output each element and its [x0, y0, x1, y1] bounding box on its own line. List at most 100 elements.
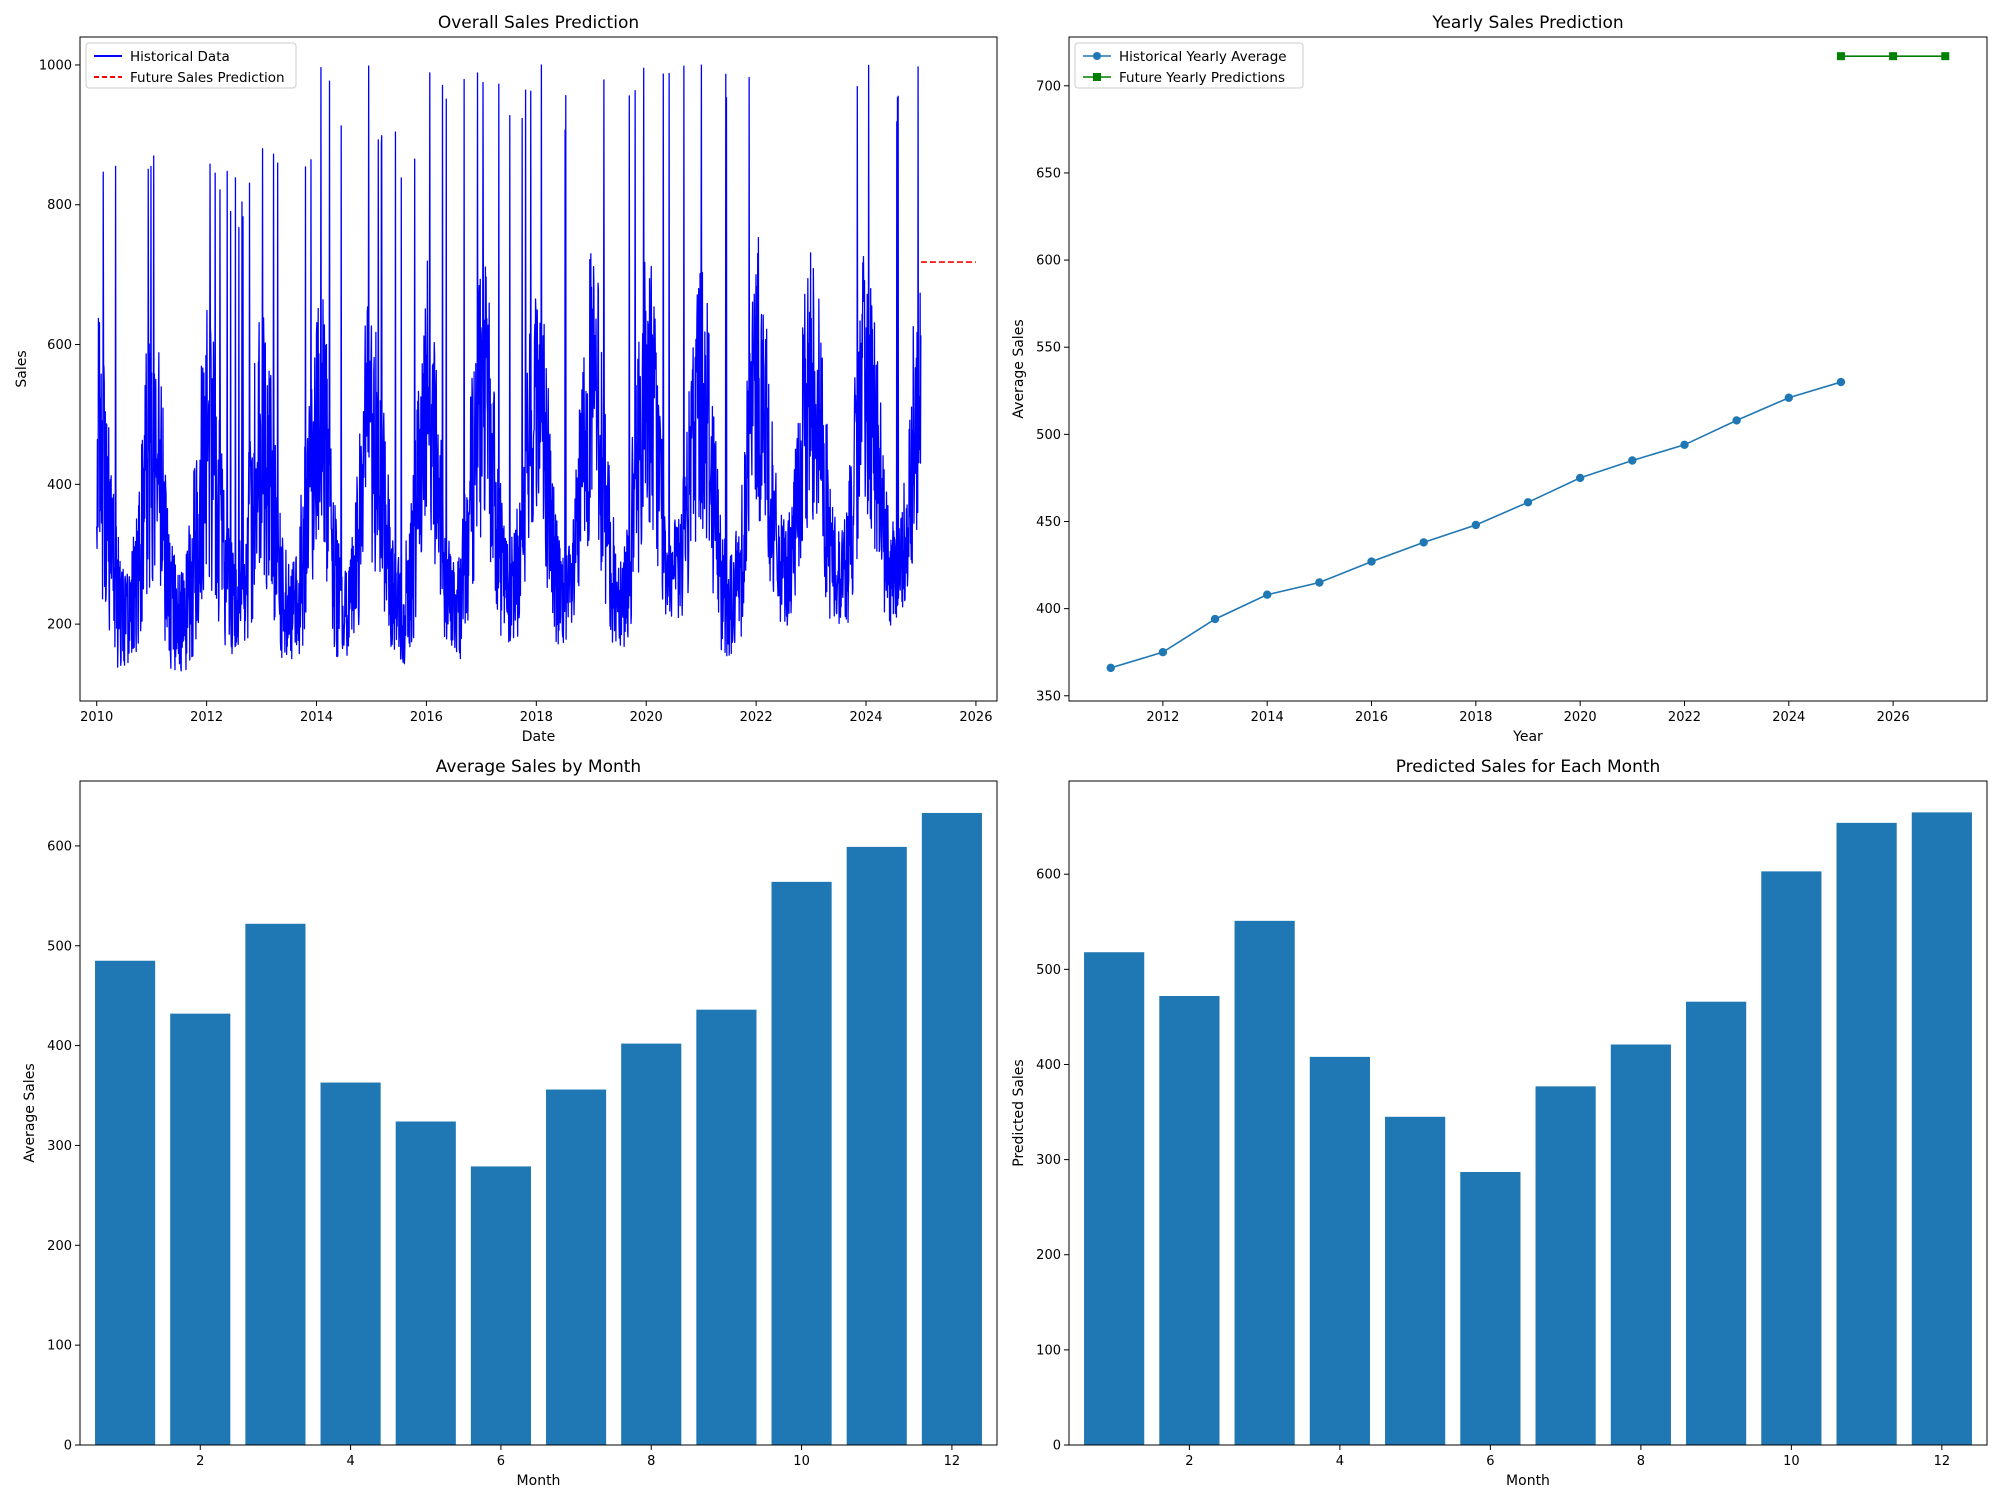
- x-tick-label: 2022: [740, 710, 773, 725]
- x-tick-label: 10: [1783, 1454, 1800, 1469]
- y-tick-label: 600: [47, 839, 72, 854]
- y-tick-label: 350: [1036, 689, 1061, 704]
- y-tick-label: 300: [1036, 1153, 1061, 1168]
- legend-marker-historical: [1093, 52, 1101, 60]
- legend-marker-future: [1093, 73, 1101, 81]
- historical-yearly-point: [1680, 440, 1689, 450]
- y-tick-label: 600: [47, 338, 72, 353]
- x-tick-label: 2024: [849, 710, 882, 725]
- y-axis-label: Average Sales: [22, 1063, 38, 1162]
- y-tick-label: 100: [47, 1339, 72, 1354]
- historical-yearly-point: [1836, 377, 1846, 387]
- historical-yearly-point: [1523, 498, 1533, 507]
- x-tick-label: 4: [1336, 1454, 1344, 1469]
- y-tick-label: 1000: [39, 58, 72, 73]
- x-tick-label: 2: [196, 1454, 204, 1469]
- x-tick-label: 2020: [630, 710, 663, 725]
- y-axis-label: Average Sales: [1011, 319, 1027, 418]
- historical-yearly-point: [1628, 456, 1637, 465]
- x-tick-label: 6: [497, 1454, 505, 1469]
- legend: Historical Yearly Average Future Yearly P…: [1074, 42, 1304, 89]
- x-tick-label: 12: [944, 1454, 961, 1469]
- historical-yearly-point: [1575, 473, 1585, 483]
- bar-month-9: [1686, 1001, 1747, 1445]
- bar-month-3: [1234, 920, 1295, 1445]
- chart-title: Yearly Sales Prediction: [1431, 13, 1623, 33]
- bar-month-7: [1535, 1086, 1596, 1445]
- y-tick-label: 200: [47, 1239, 72, 1254]
- y-tick-label: 500: [1036, 428, 1061, 443]
- x-tick-label: 2014: [300, 710, 333, 725]
- axes-frame: [1068, 780, 1988, 1446]
- x-axis-label: Year: [1512, 729, 1543, 745]
- bar-month-8: [621, 1043, 682, 1445]
- x-tick-label: 2018: [1459, 710, 1492, 725]
- historical-yearly-point: [1784, 393, 1793, 402]
- overall-sales-chart: 2010 2012 2014 2016 2018 2020 2022 2024 2026 200 4…: [14, 13, 998, 745]
- x-tick-label: 12: [1934, 1454, 1951, 1469]
- y-tick-label: 600: [1036, 254, 1061, 269]
- historical-yearly-point: [1106, 663, 1115, 673]
- axes-frame: [79, 36, 998, 702]
- y-tick-label: 550: [1036, 341, 1061, 356]
- legend-label-future: Future Yearly Predictions: [1119, 70, 1285, 86]
- historical-data-series: [96, 64, 922, 672]
- x-tick-label: 2018: [520, 710, 553, 725]
- y-tick-label: 400: [47, 478, 72, 493]
- legend-label-future: Future Sales Prediction: [130, 70, 285, 86]
- historical-yearly-point: [1419, 538, 1428, 547]
- x-tick-label: 2016: [1355, 710, 1388, 725]
- bar-month-2: [1159, 995, 1220, 1445]
- chart-title: Average Sales by Month: [436, 757, 641, 777]
- historical-yearly-point: [1471, 520, 1481, 530]
- legend: Historical Data Future Sales Prediction: [85, 42, 297, 89]
- future-yearly-point: [1836, 52, 1845, 61]
- x-tick-label: 2014: [1251, 710, 1284, 725]
- historical-yearly-point: [1158, 648, 1168, 657]
- bar-month-10: [771, 881, 832, 1445]
- y-tick-label: 400: [47, 1039, 72, 1054]
- axes-frame: [1068, 36, 1988, 702]
- x-axis-label: Month: [517, 1473, 561, 1489]
- yearly-sales-chart: 2012 2014 2016 2018 2020 2022 2024 2026 350 400 45…: [1011, 13, 1988, 745]
- bar-month-1: [1084, 952, 1145, 1445]
- x-tick-label: 2020: [1564, 710, 1597, 725]
- historical-yearly-point: [1263, 590, 1272, 599]
- bar-month-3: [245, 923, 306, 1445]
- bar-month-9: [696, 1009, 757, 1445]
- y-tick-label: 500: [1036, 963, 1061, 978]
- historical-yearly-point: [1315, 578, 1324, 587]
- monthly-predicted-chart: 2 4 6 8 10 12 0 100 200 300 400 500 600 Predicted Sa…: [1011, 757, 1988, 1489]
- x-tick-label: 2012: [190, 710, 223, 725]
- y-tick-label: 200: [47, 618, 72, 633]
- x-tick-label: 2024: [1772, 710, 1805, 725]
- y-tick-label: 800: [47, 198, 72, 213]
- x-tick-label: 8: [1637, 1454, 1645, 1469]
- bar-month-6: [1460, 1171, 1521, 1445]
- x-tick-label: 2010: [80, 710, 113, 725]
- x-tick-label: 2: [1185, 1454, 1193, 1469]
- x-tick-label: 4: [346, 1454, 354, 1469]
- y-tick-label: 300: [47, 1139, 72, 1154]
- y-axis-label: Sales: [14, 350, 30, 387]
- legend-label-historical: Historical Yearly Average: [1119, 49, 1287, 65]
- y-tick-label: 600: [1036, 868, 1061, 883]
- y-axis-label: Predicted Sales: [1011, 1059, 1027, 1166]
- monthly-average-chart: 2 4 6 8 10 12 0 100 200 300 400 500 600 Average Sale…: [22, 757, 998, 1489]
- bar-month-2: [170, 1013, 231, 1445]
- y-tick-label: 400: [1036, 1058, 1061, 1073]
- y-tick-label: 450: [1036, 515, 1061, 530]
- bar-month-11: [1836, 822, 1897, 1445]
- bar-month-6: [470, 1166, 531, 1445]
- historical-yearly-point: [1367, 557, 1376, 566]
- x-axis-label: Date: [522, 729, 555, 745]
- bar-month-11: [846, 846, 907, 1445]
- x-tick-label: 2026: [959, 710, 992, 725]
- x-tick-label: 2022: [1668, 710, 1701, 725]
- legend-box: [1074, 42, 1304, 89]
- bar-month-8: [1610, 1044, 1671, 1445]
- bar-month-4: [1309, 1056, 1370, 1445]
- x-tick-label: 10: [793, 1454, 810, 1469]
- y-tick-label: 200: [1036, 1248, 1061, 1263]
